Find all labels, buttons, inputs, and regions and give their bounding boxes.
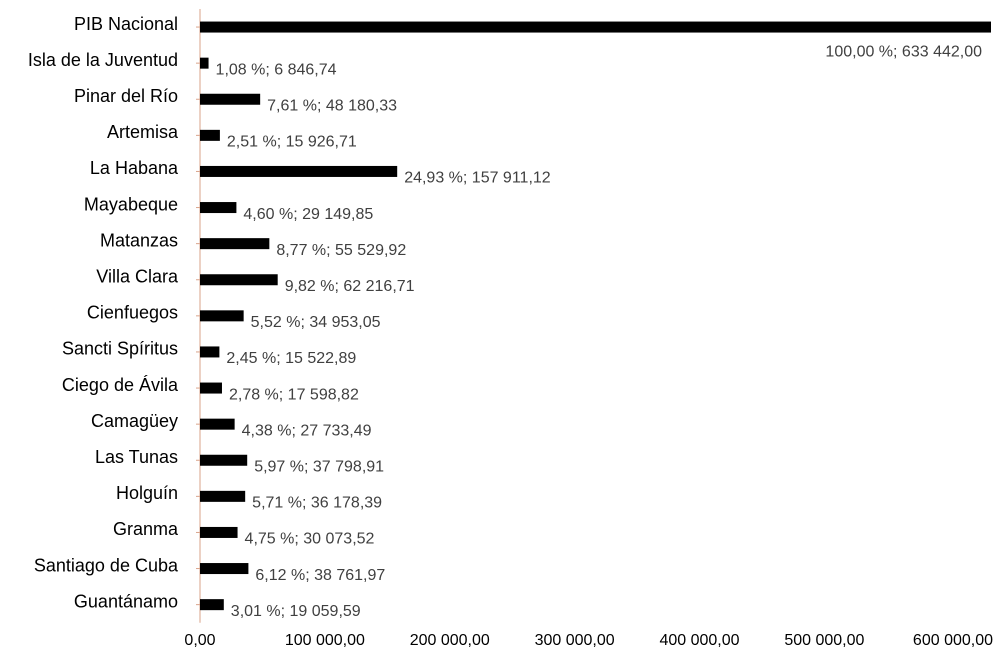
x-tick-label: 500 000,00 <box>784 632 864 649</box>
data-label: 100,00 %; 633 442,00 <box>825 43 982 60</box>
data-label: 4,60 %; 29 149,85 <box>243 206 373 223</box>
labels-layer: PIB Nacional 100,00 %; 633 442,00 Isla de … <box>28 14 982 620</box>
bar <box>200 563 249 575</box>
x-tick-label: 0,00 <box>184 632 215 649</box>
x-tick-label: 100 000,00 <box>285 632 365 649</box>
category-label: Isla de la Juventud <box>28 50 178 70</box>
data-label: 2,45 %; 15 522,89 <box>226 350 356 367</box>
data-label: 2,51 %; 15 926,71 <box>227 134 357 151</box>
bar <box>200 57 209 69</box>
bar <box>200 346 220 358</box>
axis-layer <box>196 9 201 623</box>
category-label: Santiago de Cuba <box>34 555 179 575</box>
category-label: Cienfuegos <box>87 303 178 323</box>
bar <box>200 274 278 286</box>
data-label: 6,12 %; 38 761,97 <box>255 567 385 584</box>
bar <box>200 165 398 177</box>
bar <box>200 454 248 466</box>
data-label: 5,71 %; 36 178,39 <box>252 495 382 512</box>
data-label: 4,38 %; 27 733,49 <box>242 422 372 439</box>
category-label: PIB Nacional <box>74 14 178 34</box>
category-label: Guantánamo <box>74 591 178 611</box>
data-label: 7,61 %; 48 180,33 <box>267 97 397 114</box>
data-label: 24,93 %; 157 911,12 <box>404 170 551 187</box>
category-label: Sancti Spíritus <box>62 339 178 359</box>
bar <box>200 526 238 538</box>
bar <box>200 599 224 611</box>
bar <box>200 382 222 394</box>
category-label: Camagüey <box>91 411 178 431</box>
bar <box>200 238 270 250</box>
x-tick-label: 300 000,00 <box>535 632 615 649</box>
category-label: La Habana <box>90 158 179 178</box>
bar <box>200 418 235 430</box>
data-label: 5,52 %; 34 953,05 <box>251 314 381 331</box>
category-label: Matanzas <box>100 230 178 250</box>
category-label: Ciego de Ávila <box>62 375 179 395</box>
bars-layer <box>200 21 991 611</box>
data-label: 5,97 %; 37 798,91 <box>254 458 384 475</box>
bar <box>200 93 261 105</box>
data-label: 3,01 %; 19 059,59 <box>231 603 361 620</box>
data-label: 2,78 %; 17 598,82 <box>229 386 359 403</box>
bar <box>200 21 991 33</box>
ticks-layer: 0,00 100 000,00 200 000,00 300 000,00 400 00… <box>184 632 993 649</box>
bar <box>200 310 244 322</box>
bar <box>200 129 220 141</box>
data-label: 9,82 %; 62 216,71 <box>285 278 415 295</box>
data-label: 8,77 %; 55 529,92 <box>276 242 406 259</box>
category-label: Artemisa <box>107 122 179 142</box>
x-tick-label: 200 000,00 <box>410 632 490 649</box>
category-label: Villa Clara <box>96 267 179 287</box>
x-tick-label: 600 000,00 <box>913 632 993 649</box>
bar <box>200 490 246 502</box>
data-label: 1,08 %; 6 846,74 <box>216 61 337 78</box>
category-label: Pinar del Río <box>74 86 178 106</box>
category-label: Mayabeque <box>84 194 178 214</box>
category-label: Las Tunas <box>95 447 178 467</box>
x-tick-label: 400 000,00 <box>659 632 739 649</box>
category-label: Holguín <box>116 483 178 503</box>
bar <box>200 202 237 214</box>
category-label: Granma <box>113 519 179 539</box>
data-label: 4,75 %; 30 073,52 <box>245 531 375 548</box>
